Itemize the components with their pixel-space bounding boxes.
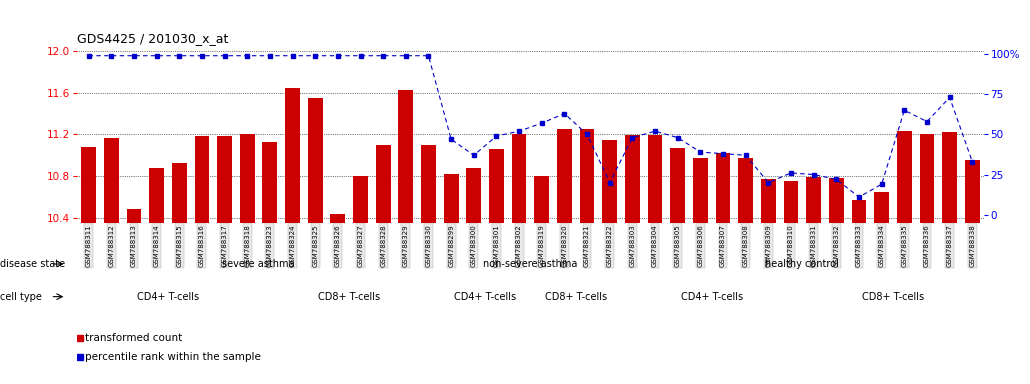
Bar: [467, 168, 481, 223]
Bar: [489, 149, 504, 223]
Bar: [512, 134, 526, 223]
Bar: [603, 140, 617, 223]
Bar: [331, 214, 345, 223]
Text: healthy control: healthy control: [765, 259, 839, 269]
Bar: [648, 136, 662, 223]
Bar: [806, 177, 821, 223]
Bar: [127, 209, 141, 223]
Bar: [874, 192, 889, 223]
Bar: [81, 147, 96, 223]
Bar: [263, 142, 277, 223]
Bar: [240, 134, 254, 223]
Bar: [104, 137, 118, 223]
Bar: [625, 136, 640, 223]
Bar: [557, 129, 572, 223]
Text: CD4+ T-cells: CD4+ T-cells: [681, 291, 743, 302]
Bar: [172, 164, 186, 223]
Bar: [829, 178, 844, 223]
Bar: [444, 174, 458, 223]
Text: cell type: cell type: [0, 291, 42, 302]
Text: GDS4425 / 201030_x_at: GDS4425 / 201030_x_at: [77, 32, 229, 45]
Text: transformed count: transformed count: [85, 333, 182, 343]
Text: CD8+ T-cells: CD8+ T-cells: [545, 291, 607, 302]
Bar: [761, 179, 776, 223]
Bar: [149, 168, 164, 223]
Bar: [376, 145, 390, 223]
Bar: [693, 158, 708, 223]
Text: CD4+ T-cells: CD4+ T-cells: [137, 291, 199, 302]
Bar: [580, 129, 594, 223]
Bar: [671, 148, 685, 223]
Text: CD4+ T-cells: CD4+ T-cells: [454, 291, 516, 302]
Bar: [965, 161, 980, 223]
Bar: [716, 153, 730, 223]
Bar: [535, 176, 549, 223]
Bar: [897, 131, 912, 223]
Bar: [217, 136, 232, 223]
Text: disease state: disease state: [0, 259, 65, 269]
Bar: [739, 158, 753, 223]
Text: CD8+ T-cells: CD8+ T-cells: [318, 291, 380, 302]
Bar: [308, 98, 322, 223]
Text: non-severe asthma: non-severe asthma: [483, 259, 578, 269]
Bar: [195, 136, 209, 223]
Bar: [942, 132, 957, 223]
Bar: [399, 90, 413, 223]
Text: percentile rank within the sample: percentile rank within the sample: [85, 352, 261, 362]
Bar: [285, 88, 300, 223]
Bar: [920, 134, 934, 223]
Bar: [421, 145, 436, 223]
Bar: [852, 200, 866, 223]
Text: severe asthma: severe asthma: [222, 259, 295, 269]
Bar: [353, 176, 368, 223]
Text: CD8+ T-cells: CD8+ T-cells: [862, 291, 924, 302]
Bar: [784, 181, 798, 223]
